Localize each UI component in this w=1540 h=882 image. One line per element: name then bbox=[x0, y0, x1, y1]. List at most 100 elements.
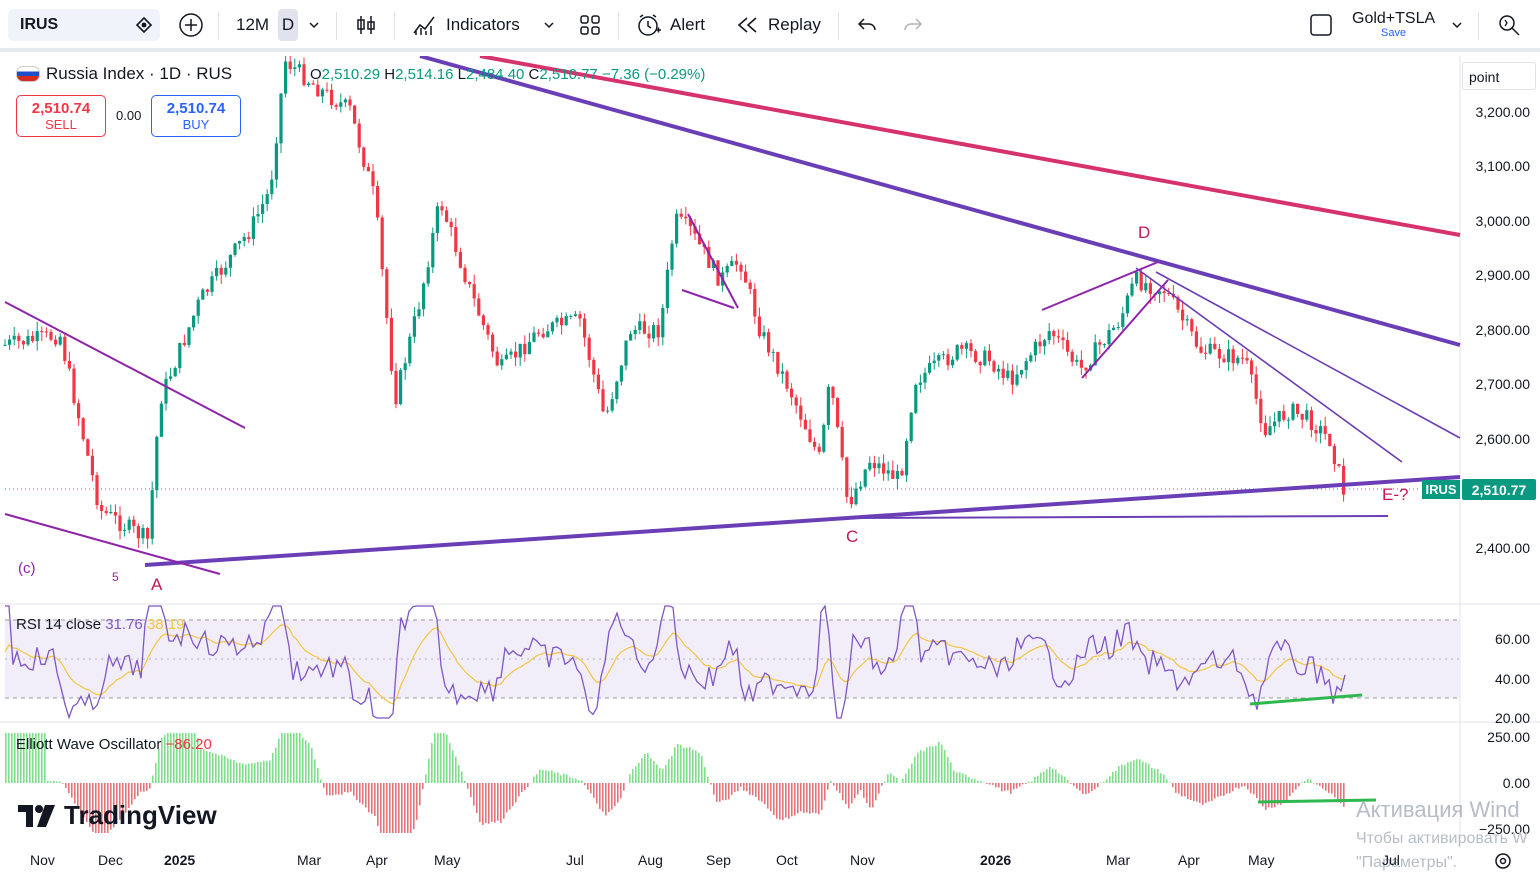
ewo-bar bbox=[1178, 783, 1180, 794]
candle-body bbox=[353, 105, 357, 124]
ewo-bar bbox=[242, 763, 244, 783]
alert-button[interactable]: Alert bbox=[636, 9, 705, 41]
interval-button[interactable]: D bbox=[278, 9, 298, 41]
ewo-bar bbox=[857, 783, 859, 795]
ewo-bar bbox=[1040, 772, 1042, 783]
ewo-bar bbox=[734, 783, 736, 792]
undo-button[interactable] bbox=[856, 9, 878, 41]
wave-label-5: 5 bbox=[112, 570, 119, 584]
ewo-bar bbox=[137, 783, 139, 797]
ewo-bar bbox=[26, 733, 28, 783]
ewo-bar bbox=[158, 748, 160, 783]
chart-type-button[interactable] bbox=[354, 9, 378, 41]
candle-body bbox=[960, 345, 964, 349]
ewo-bar bbox=[695, 750, 697, 783]
ewo-bar bbox=[1067, 779, 1069, 783]
ewo-bar bbox=[389, 783, 391, 833]
candle-body bbox=[624, 340, 628, 366]
ewo-bar bbox=[800, 783, 802, 812]
ewo-bar bbox=[449, 743, 451, 783]
candle-body bbox=[707, 247, 711, 268]
indicators-dropdown[interactable] bbox=[542, 9, 556, 41]
ewo-bar bbox=[1175, 783, 1177, 793]
price-axis-label: 3,100.00 bbox=[1475, 158, 1531, 174]
ewo-bar bbox=[92, 783, 94, 832]
ewo-bar bbox=[65, 783, 67, 788]
price-unit-button[interactable]: point bbox=[1462, 62, 1536, 90]
ewo-bar bbox=[575, 778, 577, 783]
ewo-bar bbox=[203, 749, 205, 783]
ewo-bar bbox=[371, 783, 373, 814]
ewo-bar bbox=[602, 783, 604, 812]
ewo-bar bbox=[338, 783, 340, 795]
settings-button[interactable] bbox=[1492, 850, 1514, 877]
range-button[interactable]: 12M bbox=[236, 9, 269, 41]
candle-body bbox=[1332, 446, 1336, 464]
candle-body bbox=[123, 529, 127, 531]
rsi-axis-label: 40.00 bbox=[1494, 671, 1530, 687]
ewo-bar bbox=[512, 783, 514, 807]
ewo-bar bbox=[986, 783, 988, 785]
buy-price: 2,510.74 bbox=[166, 100, 226, 117]
ewo-bar bbox=[473, 783, 475, 806]
ewo-bar bbox=[401, 783, 403, 833]
candle-body bbox=[422, 283, 426, 310]
candle-body bbox=[716, 260, 720, 286]
ewo-bar bbox=[638, 762, 640, 783]
layout-name-button[interactable]: Gold+TSLA Save bbox=[1352, 10, 1435, 39]
redo-button[interactable] bbox=[902, 9, 924, 41]
ewo-bar bbox=[551, 770, 553, 783]
ewo-bar bbox=[47, 780, 49, 783]
replay-button[interactable]: Replay bbox=[736, 9, 821, 41]
ewo-bar bbox=[1166, 779, 1168, 783]
price-axis-label: 2,600.00 bbox=[1475, 431, 1531, 447]
layout-dropdown[interactable] bbox=[1450, 9, 1464, 41]
ewo-bar bbox=[872, 783, 874, 808]
ewo-bar bbox=[1193, 783, 1195, 802]
symbol-search[interactable]: IRUS bbox=[8, 9, 160, 41]
ewo-bar bbox=[161, 737, 163, 783]
indicators-button[interactable]: Indicators bbox=[412, 9, 520, 41]
candle-body bbox=[826, 386, 830, 425]
ewo-bar bbox=[1172, 783, 1174, 788]
candle-body bbox=[486, 325, 490, 335]
ewo-bar bbox=[1139, 759, 1141, 783]
ewo-bar bbox=[188, 733, 190, 783]
layouts-button[interactable] bbox=[578, 9, 602, 41]
tradingview-logo[interactable]: TradingView bbox=[18, 800, 217, 831]
ewo-bar bbox=[155, 762, 157, 783]
chart-legend[interactable]: Russia Index · 1D · RUS bbox=[16, 64, 232, 84]
ewo-bar bbox=[1028, 781, 1030, 783]
candle-body bbox=[845, 457, 849, 497]
ewo-bar bbox=[647, 752, 649, 783]
sell-button[interactable]: 2,510.74 SELL bbox=[16, 95, 106, 137]
chart-canvas[interactable]: (c) 5 A C D E-? IRUS 2,510.77 bbox=[0, 56, 1540, 848]
quick-search-button[interactable] bbox=[1496, 9, 1522, 41]
candle-body bbox=[987, 350, 991, 362]
tradingview-logo-icon bbox=[18, 804, 55, 827]
interval-dropdown[interactable] bbox=[307, 9, 321, 41]
candle-body bbox=[1314, 430, 1318, 434]
add-symbol-button[interactable] bbox=[178, 9, 204, 41]
ewo-bar bbox=[1310, 779, 1312, 783]
ewo-bar bbox=[566, 774, 568, 783]
ewo-bar bbox=[875, 783, 877, 801]
compare-icon[interactable] bbox=[134, 15, 154, 35]
candle-body bbox=[1001, 368, 1005, 378]
ewo-bar bbox=[239, 762, 241, 783]
ewo-bar bbox=[896, 777, 898, 783]
candle-body bbox=[284, 61, 288, 94]
ewo-bar bbox=[395, 783, 397, 833]
time-axis[interactable]: Nov Dec 2025 Mar Apr May Jul Aug Sep Oct Nov 2026 Ma… bbox=[0, 848, 1460, 878]
square-icon bbox=[1308, 12, 1334, 38]
ewo-bar bbox=[179, 733, 181, 783]
ewo-bar bbox=[599, 783, 601, 809]
rsi-legend[interactable]: RSI 14 close 31.76 38.19 bbox=[16, 616, 184, 633]
candle-body bbox=[8, 339, 12, 345]
ewo-legend[interactable]: Elliott Wave Oscillator −86.20 bbox=[16, 736, 212, 753]
buy-button[interactable]: 2,510.74 BUY bbox=[151, 95, 241, 137]
candle-body bbox=[35, 331, 39, 342]
select-layout-checkbox[interactable] bbox=[1308, 9, 1334, 41]
chevron-down-icon bbox=[542, 18, 556, 32]
candle-body bbox=[725, 265, 729, 273]
